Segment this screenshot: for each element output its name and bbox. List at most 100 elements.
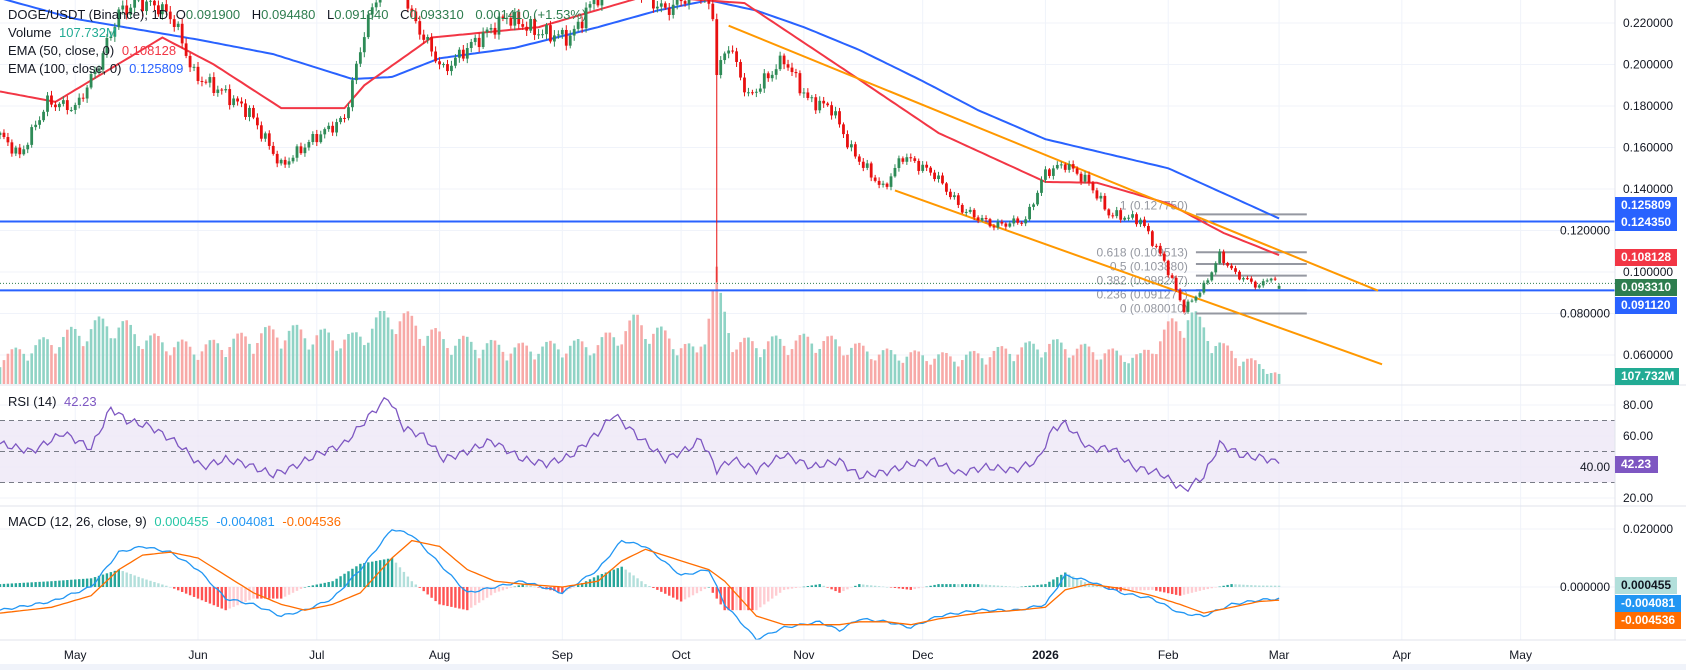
macd-histogram-bar: [933, 584, 936, 587]
price-pane[interactable]: 1 (0.127750)0.618 (0.109513)0.5 (0.10388…: [0, 0, 1615, 384]
volume-bar: [180, 339, 184, 384]
candle-body: [22, 149, 26, 155]
macd-histogram-bar: [0, 584, 2, 587]
price-axis-label: 0.060000: [1623, 348, 1673, 362]
macd-histogram-bar: [14, 583, 18, 587]
candle-body: [679, 0, 683, 2]
price-tag-label: 0.124350: [1621, 215, 1671, 229]
macd-histogram-bar: [735, 587, 738, 611]
volume-bar: [770, 336, 774, 384]
volume-bar: [228, 347, 231, 384]
symbol-title[interactable]: DOGE/USDT (Binance), 1D: [8, 7, 169, 22]
volume-bar: [418, 338, 422, 384]
time-axis-label: Sep: [552, 648, 574, 662]
macd-histogram-bar: [1163, 587, 1166, 593]
macd-histogram-bar: [691, 587, 695, 596]
price-axis-label: 0.180000: [1623, 99, 1673, 113]
candle-body: [335, 122, 338, 133]
candle-body: [572, 28, 576, 36]
volume-bar: [743, 337, 746, 384]
volume-bar: [616, 345, 620, 384]
macd-histogram-bar: [1182, 587, 1186, 595]
macd-histogram-bar: [256, 587, 259, 599]
macd-histogram-bar: [1095, 585, 1099, 587]
high-label: H: [251, 7, 262, 22]
volume-bar: [62, 336, 65, 384]
candle-body: [1000, 221, 1004, 224]
macd-histogram-bar: [1020, 586, 1023, 588]
macd-legend[interactable]: MACD (12, 26, close, 9) 0.000455 -0.0040…: [8, 513, 345, 531]
candle-body: [659, 3, 663, 7]
volume-bar: [580, 341, 584, 384]
volume-bar: [564, 353, 568, 384]
price-tag-label: 0.000455: [1621, 578, 1671, 592]
volume-bar: [778, 338, 782, 384]
macd-histogram-bar: [913, 587, 916, 590]
candle-body: [513, 11, 517, 26]
volume-bar: [208, 340, 212, 384]
ema100-legend[interactable]: EMA (100, close, 0) 0.125809: [8, 60, 187, 78]
volume-bar: [1119, 355, 1122, 384]
volume-bar: [988, 357, 992, 384]
macd-histogram-bar: [169, 587, 172, 588]
time-axis-label: Aug: [429, 648, 450, 662]
candle-body: [675, 0, 679, 5]
candle-body: [929, 167, 932, 173]
volume-bar: [414, 325, 418, 384]
volume-bar: [497, 344, 501, 384]
volume-bar: [501, 351, 505, 384]
volume-bar: [1186, 320, 1190, 384]
candle-body: [1139, 219, 1142, 225]
macd-histogram-bar: [810, 585, 813, 587]
candle-body: [1024, 219, 1028, 224]
macd-histogram-bar: [141, 578, 144, 587]
volume-bar: [327, 332, 330, 384]
macd-histogram-bar: [196, 587, 200, 599]
volume-bar: [1194, 311, 1198, 384]
candle-body: [529, 19, 533, 31]
candle-body: [556, 34, 560, 36]
candle-body: [172, 19, 176, 27]
candle-body: [652, 0, 655, 9]
rsi-legend[interactable]: RSI (14) 42.23: [8, 393, 101, 411]
macd-histogram-bar: [826, 587, 829, 588]
rsi-value: 42.23: [64, 394, 97, 409]
ema50-value: 0.108128: [121, 43, 177, 58]
bottom-bar: [0, 664, 1686, 670]
macd-histogram-bar: [232, 587, 235, 607]
macd-histogram-bar: [992, 585, 996, 587]
macd-histogram-bar: [1242, 584, 1245, 587]
candle-body: [1257, 285, 1261, 288]
candle-body: [549, 25, 552, 42]
rsi-axis-label: 80.00: [1623, 398, 1653, 412]
volume-bar: [600, 337, 604, 384]
volume-bar: [161, 342, 164, 384]
axes[interactable]: 0.220000 0.200000 0.180000 0.160000 0.140000…: [64, 16, 1681, 662]
macd-histogram-bar: [363, 563, 366, 587]
symbol-legend[interactable]: DOGE/USDT (Binance), 1D O0.091900 H0.094…: [8, 6, 590, 24]
candle-body: [1218, 251, 1222, 264]
ema50-legend[interactable]: EMA (50, close, 0) 0.108128: [8, 42, 180, 60]
volume-bar: [275, 337, 279, 384]
macd-histogram-bar: [89, 578, 93, 587]
volume-legend[interactable]: Volume 107.732M: [8, 24, 121, 42]
macd-histogram-bar: [303, 587, 307, 588]
low-label: L: [327, 7, 335, 22]
candle-body: [1265, 280, 1269, 282]
volume-bar: [113, 338, 117, 384]
volume-bar: [1127, 363, 1130, 384]
rsi-pane[interactable]: [0, 396, 1280, 493]
volume-bar: [1218, 342, 1221, 384]
candle-body: [176, 23, 180, 27]
volume-bar: [1024, 342, 1027, 384]
macd-histogram-bar: [287, 587, 291, 595]
macd-histogram-bar: [184, 587, 188, 594]
volume-bar: [133, 334, 136, 384]
macd-histogram-bar: [1064, 572, 1067, 587]
candle-body: [937, 175, 940, 180]
macd-histogram-bar: [1004, 586, 1008, 587]
macd-histogram-bar: [525, 584, 528, 587]
macd-pane[interactable]: [0, 529, 1281, 640]
macd-histogram-bar: [885, 587, 889, 588]
